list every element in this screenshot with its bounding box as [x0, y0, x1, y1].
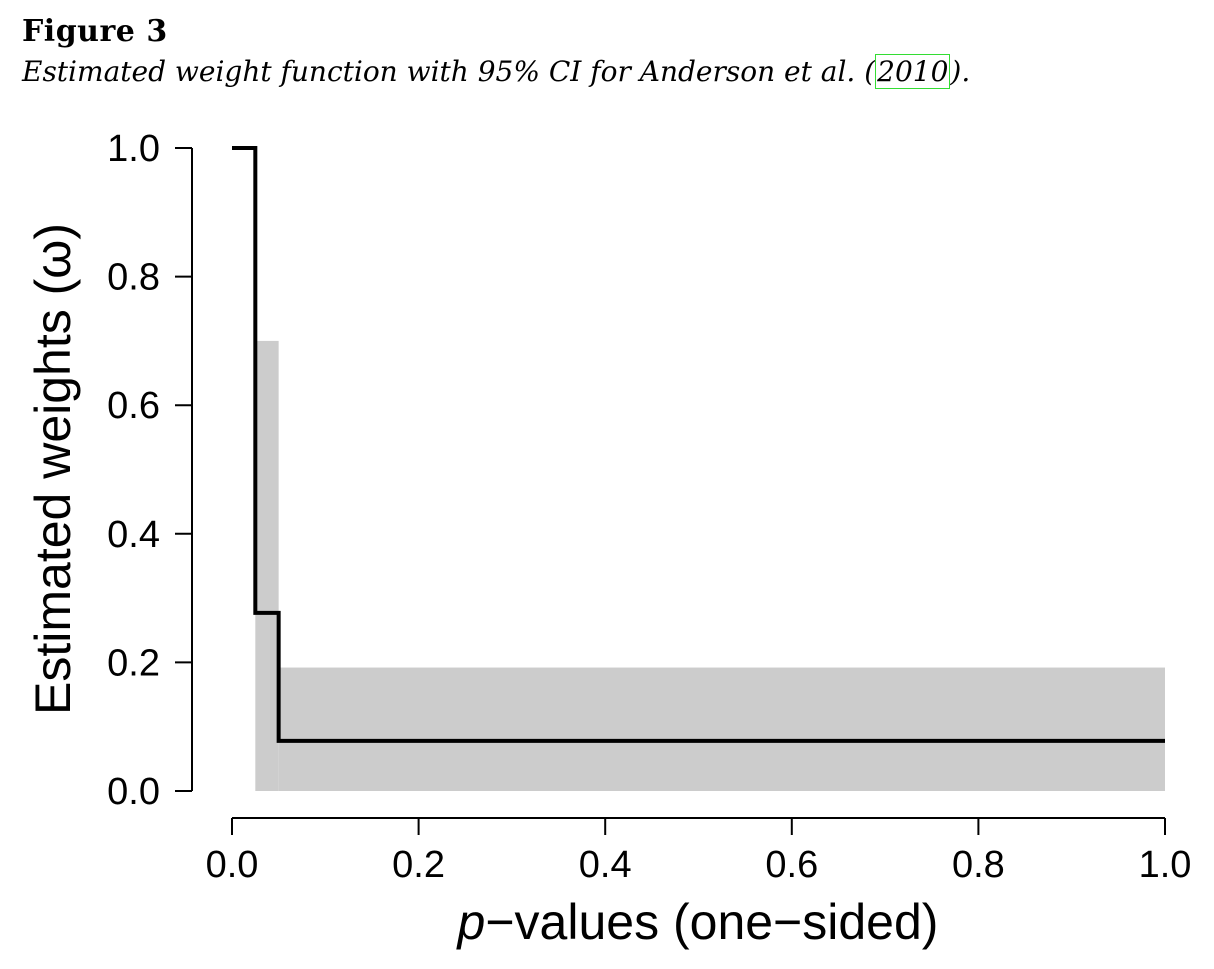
weight-step-line-0 — [232, 146, 1165, 743]
y-tick-label-1: 0.2 — [107, 642, 160, 684]
x-tick-label-3: 0.6 — [765, 844, 818, 886]
x-tick-label-1: 0.2 — [392, 844, 445, 886]
y-tick-label-2: 0.4 — [107, 514, 160, 556]
y-tick-label-3: 0.6 — [107, 385, 160, 427]
ci-band-0 — [255, 340, 279, 791]
y-tick-label-0: 0.0 — [107, 771, 160, 813]
citation-year-link[interactable]: 2010 — [875, 54, 951, 89]
caption-end: ). — [950, 55, 971, 88]
y-axis: 0.0 0.2 0.4 0.6 0.8 1.0 — [107, 128, 193, 813]
x-axis-title-rest: −values (one−sided) — [485, 894, 938, 950]
ci-bands — [255, 340, 1165, 791]
y-tick-label-4: 0.8 — [107, 257, 160, 299]
figure-caption: Estimated weight function with 95% CI fo… — [22, 52, 970, 92]
y-tick-label-5: 1.0 — [107, 128, 160, 170]
figure-header: Figure 3 Estimated weight function with … — [22, 12, 970, 92]
x-tick-label-2: 0.4 — [579, 844, 632, 886]
x-axis-title: p−values (one−sided) — [456, 894, 939, 950]
x-tick-label-4: 0.8 — [952, 844, 1005, 886]
series-lines — [232, 146, 1165, 743]
y-axis-title: Estimated weights (ω) — [25, 223, 81, 715]
x-axis: 0.0 0.2 0.4 0.6 0.8 1.0 — [206, 817, 1192, 886]
caption-text: Estimated weight function with 95% CI fo… — [22, 55, 876, 88]
ci-band-1 — [278, 667, 1165, 791]
figure-label: Figure 3 — [22, 14, 168, 49]
x-axis-title-p: p — [456, 894, 486, 950]
x-tick-label-5: 1.0 — [1139, 844, 1192, 886]
x-tick-label-0: 0.0 — [206, 844, 259, 886]
